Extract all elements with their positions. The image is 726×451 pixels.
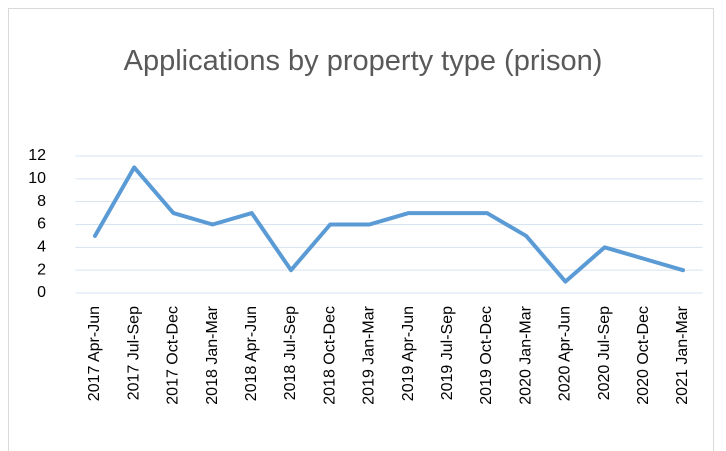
x-tick-label: 2020 Apr-Jun	[557, 306, 574, 401]
x-tick-label: 2018 Apr-Jun	[243, 306, 260, 401]
y-tick-label: 0	[37, 284, 46, 301]
x-tick-label: 2021 Jan-Mar	[674, 305, 691, 404]
x-tick-label: 2018 Oct-Dec	[321, 306, 338, 405]
x-tick-label: 2020 Jul-Sep	[596, 306, 613, 400]
y-tick-label: 12	[28, 147, 46, 164]
x-tick-label: 2017 Oct-Dec	[165, 306, 182, 405]
y-tick-label: 4	[37, 239, 46, 256]
data-line	[93, 165, 685, 284]
x-tick-label: 2019 Jul-Sep	[439, 306, 456, 400]
chart-title: Applications by property type (prison)	[123, 45, 603, 77]
x-tick-label: 2018 Jul-Sep	[282, 306, 299, 400]
y-tick-label: 6	[37, 216, 46, 233]
y-tick-label: 2	[37, 261, 46, 278]
x-tick-label: 2019 Oct-Dec	[478, 306, 495, 405]
x-tick-label: 2017 Jul-Sep	[125, 306, 142, 400]
x-tick-label: 2019 Jan-Mar	[361, 305, 378, 404]
x-tick-label: 2019 Apr-Jun	[400, 306, 417, 401]
x-tick-label: 2017 Apr-Jun	[86, 306, 103, 401]
y-tick-label: 10	[28, 170, 46, 187]
x-tick-label: 2018 Jan-Mar	[204, 305, 221, 404]
chart-border	[8, 8, 714, 451]
y-tick-label: 8	[37, 193, 46, 210]
x-tick-label: 2020 Jan-Mar	[517, 305, 534, 404]
x-tick-label: 2020 Oct-Dec	[635, 306, 652, 405]
